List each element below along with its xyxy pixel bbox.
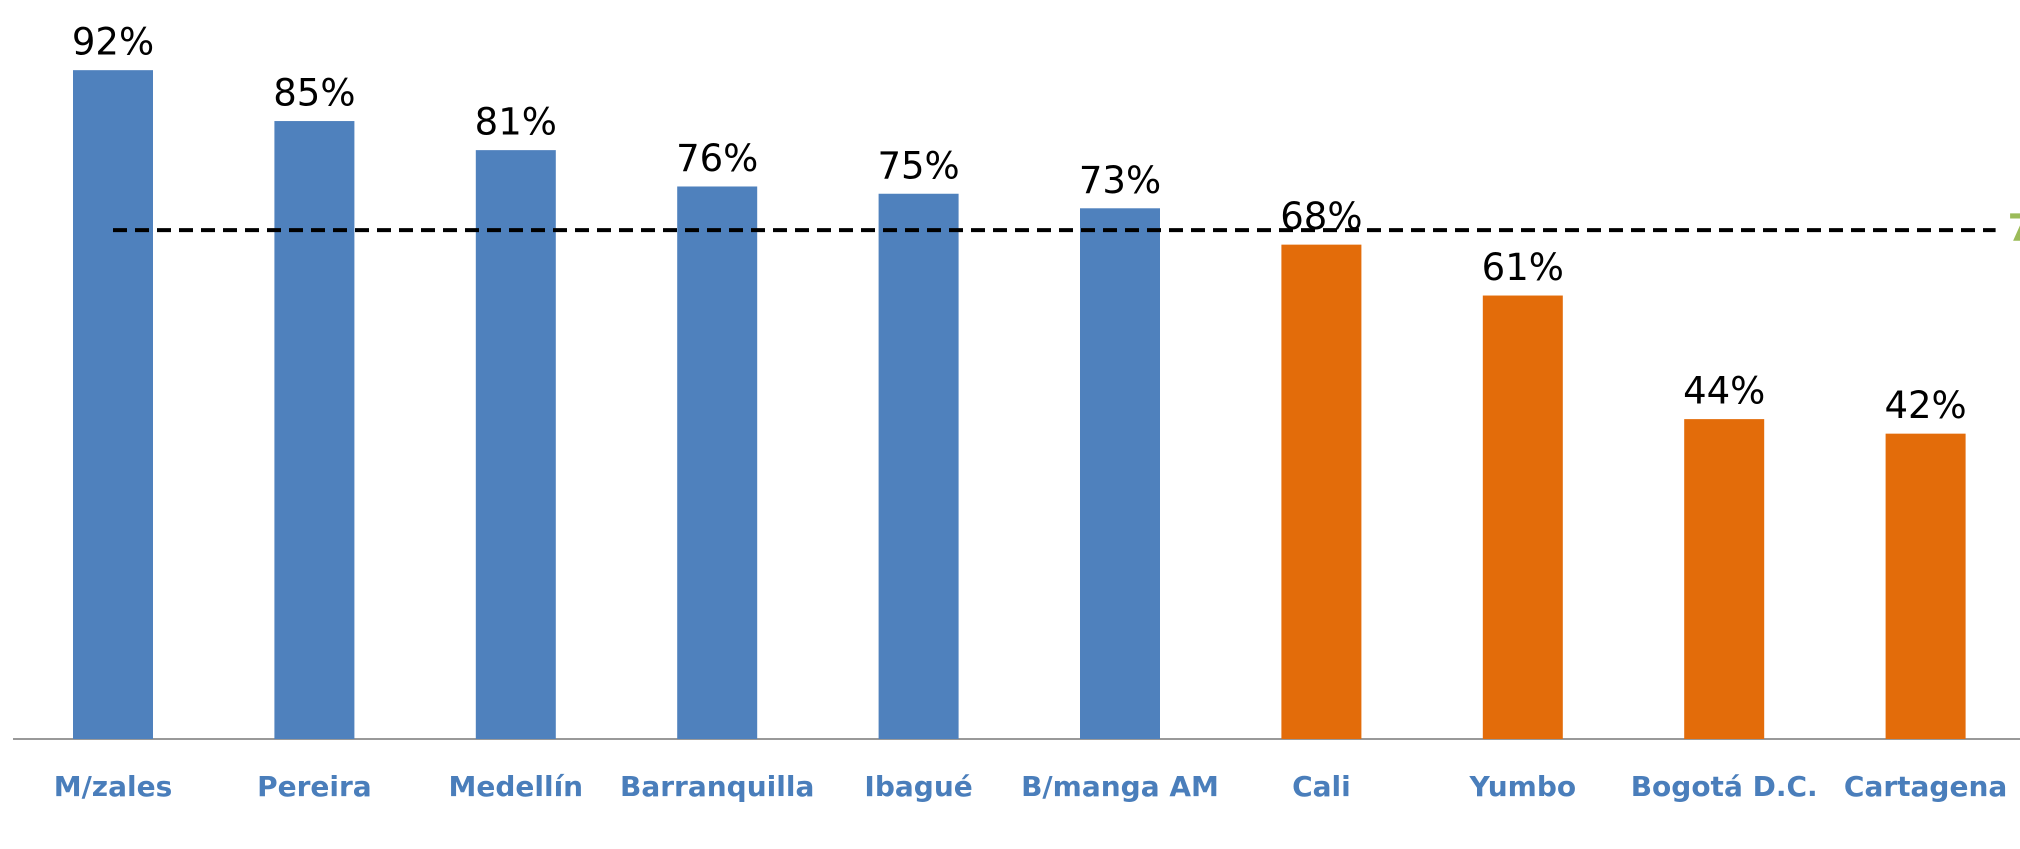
x-tick-label: Barranquilla <box>620 770 815 803</box>
value-label: 61% <box>1482 246 1564 289</box>
bar <box>475 150 556 739</box>
x-tick-label: B/manga AM <box>1021 770 1219 803</box>
value-label: 73% <box>1079 159 1161 202</box>
bar <box>878 193 959 739</box>
x-tick-label: Ibagué <box>864 770 973 803</box>
x-tick-label: Yumbo <box>1469 770 1577 803</box>
x-tick-label: Medellín <box>448 770 584 803</box>
bar <box>73 70 153 739</box>
x-tick-label: M/zales <box>53 770 173 803</box>
value-label: 75% <box>877 144 959 187</box>
x-tick-label: Cali <box>1292 770 1351 803</box>
bar <box>1281 244 1362 739</box>
bar <box>1080 208 1160 740</box>
value-label: 42% <box>1884 384 1966 427</box>
bar <box>1684 419 1765 739</box>
value-label: 81% <box>475 101 557 144</box>
x-tick-label: Bogotá D.C. <box>1630 770 1818 803</box>
bar <box>1482 295 1563 739</box>
x-tick-label: Pereira <box>257 770 372 803</box>
reference-label: 70% <box>2008 207 2020 250</box>
bar <box>677 186 758 740</box>
bar <box>274 121 355 740</box>
value-label: 92% <box>72 21 154 64</box>
bar <box>1885 433 1966 739</box>
value-label: 76% <box>676 137 758 180</box>
x-tick-label: Cartagena <box>1843 770 2008 803</box>
value-label: 44% <box>1683 370 1765 413</box>
value-label: 85% <box>273 72 355 115</box>
